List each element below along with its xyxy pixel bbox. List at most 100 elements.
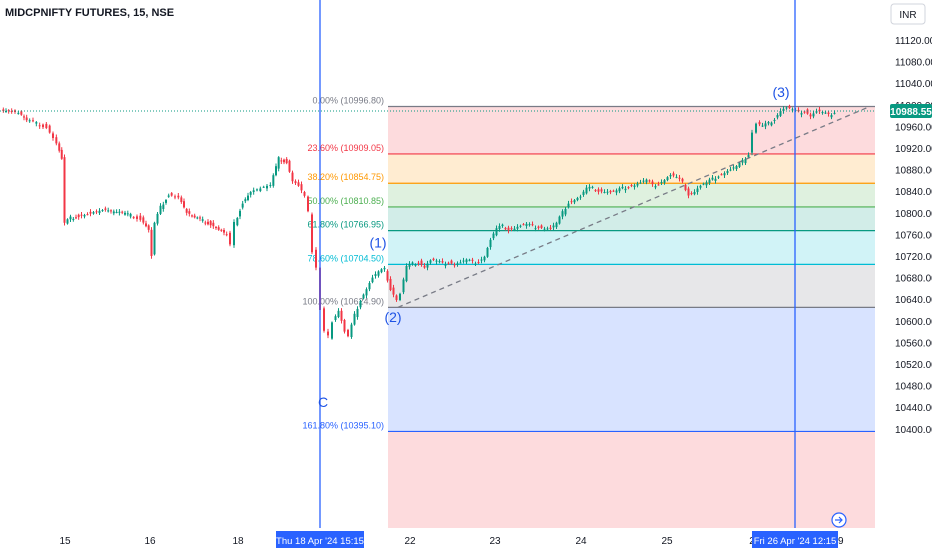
candle-body xyxy=(229,232,231,245)
candle-body xyxy=(755,123,757,133)
y-tick-label: 10520.00 xyxy=(895,360,932,371)
candle-body xyxy=(180,197,183,202)
fib-level-label: 38.20% (10854.75) xyxy=(307,172,384,182)
candle-body xyxy=(474,263,477,265)
candle-body xyxy=(52,133,54,139)
candle-body xyxy=(121,211,124,213)
time-tag-right xyxy=(752,531,838,548)
candle-body xyxy=(818,109,821,112)
candle-body xyxy=(167,195,170,197)
candle-body xyxy=(651,181,654,185)
candle-body xyxy=(675,176,678,178)
candle-body xyxy=(20,111,23,115)
candle-body xyxy=(136,216,138,219)
candle-body xyxy=(377,271,380,276)
candle-body xyxy=(435,260,438,262)
candle-body xyxy=(767,122,770,124)
candle-body xyxy=(153,222,156,255)
candle-body xyxy=(729,169,732,171)
candle-body xyxy=(720,174,723,176)
candle-body xyxy=(785,107,788,109)
candle-body xyxy=(468,259,471,261)
fib-zone xyxy=(388,106,875,154)
candle-body xyxy=(609,190,612,193)
candle-body xyxy=(368,283,371,290)
candle-body xyxy=(337,310,340,318)
candle-body xyxy=(738,162,741,167)
fib-level-label: 50.00% (10810.85) xyxy=(307,196,384,206)
candle-body xyxy=(374,274,377,276)
candle-body xyxy=(751,132,753,153)
candle-body xyxy=(98,210,101,214)
fib-zone xyxy=(388,264,875,308)
candle-body xyxy=(28,120,31,122)
candle-body xyxy=(702,183,705,185)
candle-body xyxy=(25,117,28,121)
candle-body xyxy=(579,196,582,198)
candle-body xyxy=(450,260,453,264)
candle-body xyxy=(420,260,423,265)
candle-body xyxy=(35,122,38,124)
x-tick-label: 29 xyxy=(832,536,844,547)
candle-body xyxy=(603,192,606,194)
candle-body xyxy=(223,229,225,233)
candle-body xyxy=(66,219,69,224)
candle-body xyxy=(365,289,368,296)
candle-body xyxy=(543,228,546,230)
candle-body xyxy=(588,186,591,189)
candle-body xyxy=(648,180,651,182)
candle-body xyxy=(495,228,498,236)
candle-body xyxy=(591,186,594,188)
candle-body xyxy=(426,263,429,268)
candle-body xyxy=(726,170,729,174)
fib-zone xyxy=(388,230,875,265)
candle-body xyxy=(165,200,167,203)
candle-body xyxy=(395,295,398,301)
candle-body xyxy=(573,200,576,203)
fib-level-label: 161.80% (10395.10) xyxy=(302,420,384,430)
fib-zones: 0.00% (10996.80) 23.60% (10909.05) 38.20% … xyxy=(302,96,875,528)
candle-body xyxy=(247,195,249,201)
candle-body xyxy=(58,143,61,151)
candle-body xyxy=(156,213,159,224)
candle-body xyxy=(83,214,86,217)
candle-body xyxy=(239,210,241,217)
candle-body xyxy=(220,229,223,231)
candle-body xyxy=(183,201,185,208)
candle-body xyxy=(519,225,522,227)
fib-level-label: 61.80% (10766.95) xyxy=(307,220,384,230)
candle-body xyxy=(779,111,782,116)
candle-body xyxy=(362,294,365,299)
fib-level-label: 100.00% (10624.90) xyxy=(302,296,384,306)
candle-body xyxy=(597,189,600,192)
candle-body xyxy=(129,213,132,217)
candle-body xyxy=(209,221,212,226)
candle-body xyxy=(60,149,63,159)
candle-body xyxy=(824,112,827,114)
candle-body xyxy=(356,308,359,318)
x-tick-label: 18 xyxy=(232,536,244,547)
candle-body xyxy=(809,114,812,117)
scroll-to-realtime-button[interactable] xyxy=(831,512,847,528)
candle-body xyxy=(10,111,13,113)
candle-body xyxy=(389,278,392,291)
overlays: (1) (2) (3) C xyxy=(0,0,875,528)
y-tick-label: 10600.00 xyxy=(895,317,932,328)
candle-body xyxy=(75,217,77,219)
candle-body xyxy=(492,233,495,239)
candle-body xyxy=(177,195,180,198)
candle-body xyxy=(291,172,294,182)
candle-body xyxy=(414,264,417,266)
candle-body xyxy=(471,259,474,261)
candle-body xyxy=(528,224,531,226)
candle-body xyxy=(159,205,162,214)
candle-body xyxy=(285,158,288,164)
candle-body xyxy=(600,189,603,192)
last-price-value: 10988.55 xyxy=(890,107,932,118)
candle-body xyxy=(666,177,669,181)
x-tick-label: 15 xyxy=(59,536,71,547)
x-tick-label: 25 xyxy=(661,536,673,547)
candle-body xyxy=(45,123,48,129)
